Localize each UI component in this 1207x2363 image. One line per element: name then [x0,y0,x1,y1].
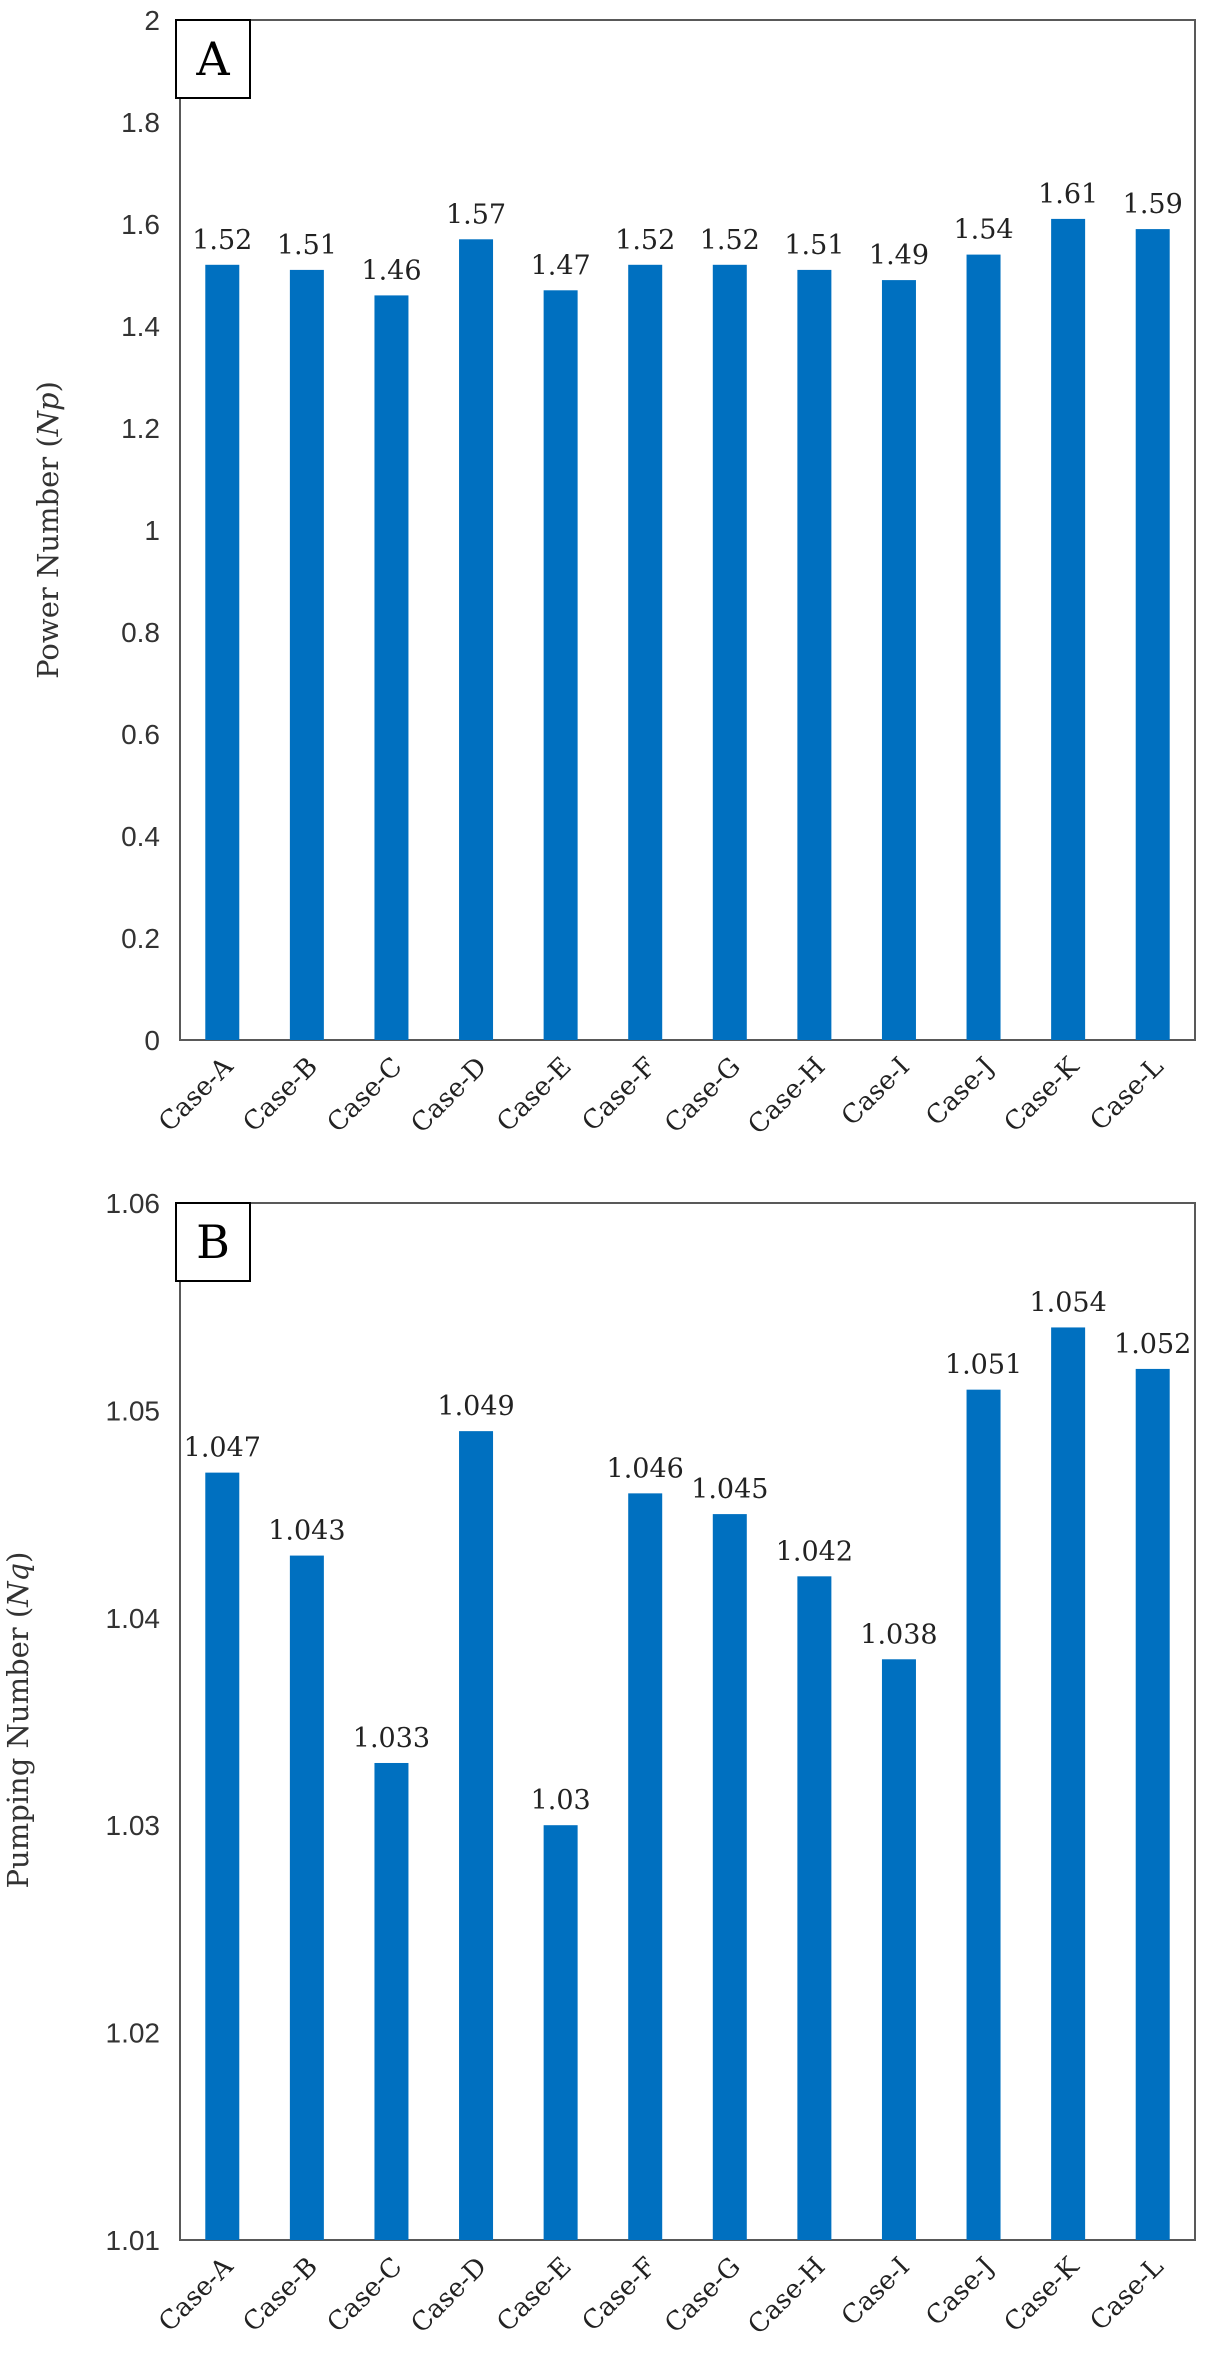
data-label: 1.043 [268,1516,345,1547]
bar [712,264,747,1040]
data-label: 1.61 [1038,179,1098,210]
data-labels-a: 1.52 1.51 1.46 1.57 1.47 1.52 1.52 1.51 1.49 1.54… [192,179,1183,287]
bar [881,1659,916,2240]
plot-frame-a [179,19,1196,1041]
bar [966,1389,1001,2240]
data-label: 1.052 [1114,1329,1191,1360]
bar [966,254,1001,1041]
data-label: 1.52 [615,225,675,256]
data-label: 1.52 [700,225,760,256]
bar [205,1472,240,2240]
data-label: 1.51 [277,230,337,261]
bars-a [205,218,1170,1041]
data-label: 1.047 [184,1433,261,1464]
y-tick-label: 0.4 [121,821,160,852]
y-tick-label: 0 [144,1025,160,1056]
data-label: 1.038 [860,1619,937,1650]
panel-label-b: B [196,1215,230,1269]
plot-frame-b [179,1202,1196,2241]
bar [628,1493,663,2240]
y-tick-label: 1.8 [121,107,160,138]
panel-label-box-b [175,1202,251,1282]
data-label: 1.045 [691,1474,768,1505]
data-label: 1.046 [607,1453,684,1484]
data-label: 1.033 [353,1723,430,1754]
y-tick-label: 1.03 [106,1810,161,1841]
bar [1051,1327,1086,2240]
bar [459,239,494,1041]
bar [459,1431,494,2240]
y-tick-label: 1.01 [106,2225,161,2256]
bar [289,1555,324,2240]
y-tick-label: 2 [144,5,160,36]
bar [543,290,578,1040]
y-axis-ticks-a: 0 0.2 0.4 0.6 0.8 1 1.2 1.4 1.6 1.8 2 [121,5,160,1056]
y-tick-label: 1.06 [106,1188,161,1219]
y-tick-label: 1.05 [106,1395,161,1426]
y-axis-title-a: Power Number (Np) [31,381,65,679]
y-axis-title-b: Pumping Number (Nq) [1,1552,35,1889]
data-label: 1.46 [361,255,421,286]
bars-b [205,1327,1170,2240]
data-label: 1.52 [192,225,252,256]
y-tick-label: 0.2 [121,923,160,954]
data-label: 1.47 [531,250,591,281]
data-label: 1.03 [531,1785,591,1816]
bar [543,1825,578,2240]
bar [205,264,240,1040]
bar [289,269,324,1040]
bar [1051,218,1086,1040]
bar [1135,1368,1170,2240]
data-label: 1.49 [869,240,929,271]
data-label: 1.054 [1029,1287,1106,1318]
bar [1135,229,1170,1041]
bar [712,1514,747,2240]
panel-label-a: A [195,32,230,86]
y-tick-label: 0.8 [121,617,160,648]
y-tick-label: 0.6 [121,719,160,750]
y-tick-label: 1.04 [106,1603,161,1634]
bar [797,1576,832,2240]
bar [374,1762,409,2240]
y-tick-label: 1.2 [121,413,160,444]
data-label: 1.051 [945,1350,1022,1381]
y-tick-label: 1.02 [106,2018,161,2049]
bar [374,295,409,1040]
data-label: 1.049 [437,1391,514,1422]
y-axis-ticks-b: 1.01 1.02 1.03 1.04 1.05 1.06 [106,1188,161,2256]
bar [628,264,663,1040]
y-tick-label: 1 [144,515,160,546]
data-label: 1.59 [1123,189,1183,220]
data-label: 1.57 [446,199,506,230]
bar [881,280,916,1041]
y-tick-label: 1.6 [121,209,160,240]
data-label: 1.042 [776,1536,853,1567]
bar [797,269,832,1040]
panel-label-box-a [175,19,251,99]
data-label: 1.51 [784,230,844,261]
y-tick-label: 1.4 [121,311,160,342]
data-label: 1.54 [953,215,1013,246]
